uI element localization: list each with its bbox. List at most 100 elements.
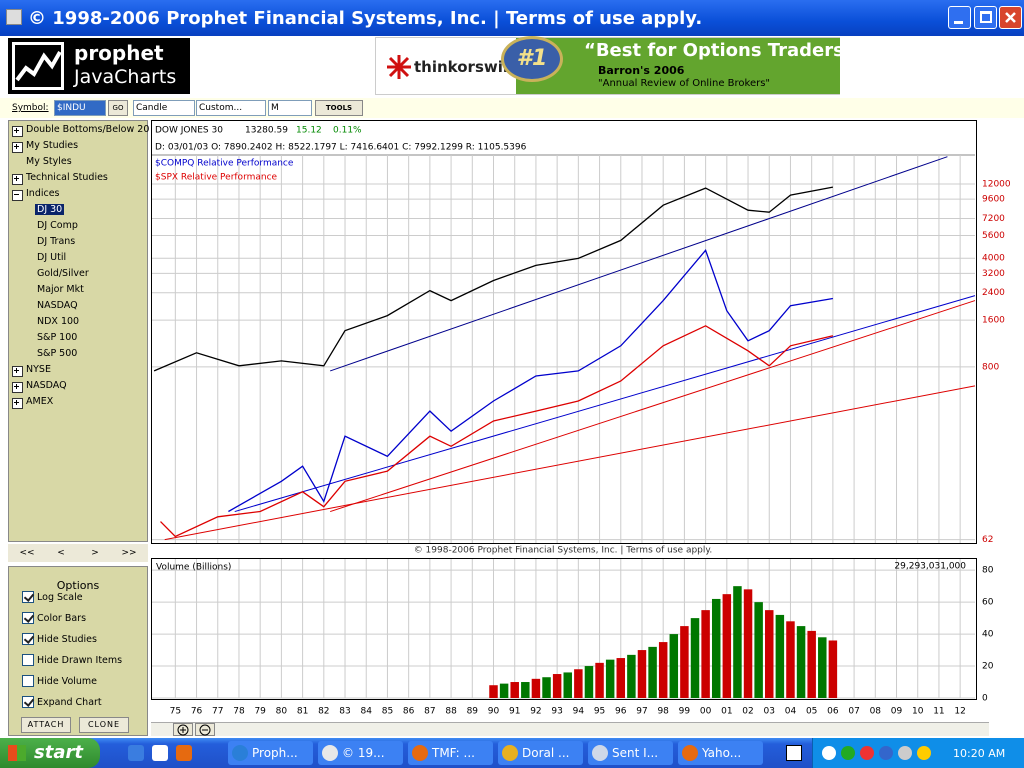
taskbar-item[interactable]: Doral ... xyxy=(498,741,583,765)
tree-label[interactable]: DJ Util xyxy=(37,252,67,263)
tree-label[interactable]: NYSE xyxy=(26,364,51,375)
tree-label[interactable]: Double Bottoms/Below 20 xyxy=(26,124,150,135)
tree-label[interactable]: AMEX xyxy=(26,396,54,407)
expander[interactable] xyxy=(12,382,23,393)
tree-item[interactable]: NASDAQ xyxy=(9,379,147,395)
ad-banner[interactable]: thinkorswim #1 “Best for Options Traders… xyxy=(375,36,856,95)
change: 15.12 xyxy=(296,126,322,136)
toolbar: Symbol: $INDU GO Candle Custom... M TOOL… xyxy=(0,98,1024,118)
taskbar-icon xyxy=(682,745,698,761)
tree-item[interactable]: My Styles xyxy=(9,155,147,171)
x-tick-label: 85 xyxy=(382,707,393,717)
tree-item[interactable]: DJ Comp xyxy=(9,219,147,235)
checkbox[interactable] xyxy=(22,696,34,708)
tree-item[interactable]: AMEX xyxy=(9,395,147,411)
period-select[interactable]: M xyxy=(268,100,312,116)
legend-entry: $SPX Relative Performance xyxy=(155,173,278,183)
quick-launch[interactable] xyxy=(128,745,144,761)
tree-item[interactable]: DJ Util xyxy=(9,251,147,267)
chart-name: DOW JONES 30 xyxy=(155,126,223,136)
checkbox[interactable] xyxy=(22,591,34,603)
tree-label[interactable]: Major Mkt xyxy=(37,284,84,295)
maximize[interactable] xyxy=(974,6,997,29)
tree-item[interactable]: Double Bottoms/Below 20 xyxy=(9,123,149,139)
taskbar-item[interactable]: Sent I... xyxy=(588,741,673,765)
tree-label[interactable]: My Styles xyxy=(26,156,72,167)
taskbar-icon xyxy=(502,745,518,761)
scrollbar[interactable] xyxy=(151,722,989,736)
volume-bar xyxy=(796,626,806,698)
y-tick-label: 20 xyxy=(982,662,994,672)
chart-type-select[interactable]: Candle xyxy=(133,100,195,116)
symbol-input[interactable]: $INDU xyxy=(54,100,106,116)
tree-item[interactable]: NDX 100 xyxy=(9,315,147,331)
tree-item[interactable]: DJ 30 xyxy=(9,203,147,219)
tree-label[interactable]: DJ Trans xyxy=(37,236,76,247)
x-tick-label: 08 xyxy=(870,707,882,717)
close[interactable] xyxy=(999,6,1022,29)
tray-icon[interactable] xyxy=(841,746,855,760)
x-tick-label: 79 xyxy=(254,707,266,717)
tree-item[interactable]: NASDAQ xyxy=(9,299,147,315)
zoom-in[interactable] xyxy=(173,723,193,736)
taskbar-item[interactable]: Yaho... xyxy=(678,741,763,765)
checkbox[interactable] xyxy=(22,633,34,645)
change-pct: 0.11% xyxy=(333,126,362,136)
tree-label[interactable]: Indices xyxy=(26,188,60,199)
tray-icon[interactable] xyxy=(860,746,874,760)
volume-bar xyxy=(605,659,615,698)
expander[interactable] xyxy=(12,126,23,137)
tray-icon[interactable] xyxy=(898,746,912,760)
tree-item[interactable]: Gold/Silver xyxy=(9,267,147,283)
quick-launch[interactable] xyxy=(176,745,192,761)
tree-item[interactable]: DJ Trans xyxy=(9,235,147,251)
option-button[interactable]: CLONE xyxy=(79,717,129,733)
checkbox[interactable] xyxy=(22,654,34,666)
tree-label[interactable]: NDX 100 xyxy=(37,316,80,327)
tree-label[interactable]: S&P 100 xyxy=(37,332,78,343)
expander[interactable] xyxy=(12,174,23,185)
tree-item[interactable]: NYSE xyxy=(9,363,147,379)
checkbox[interactable] xyxy=(22,612,34,624)
minimize[interactable] xyxy=(948,6,971,29)
x-tick-label: 01 xyxy=(721,707,732,717)
tree-label[interactable]: DJ Comp xyxy=(37,220,78,231)
taskbar-item[interactable]: TMF: ... xyxy=(408,741,493,765)
tree-label[interactable]: Gold/Silver xyxy=(37,268,89,279)
tree-item[interactable]: Major Mkt xyxy=(9,283,147,299)
checkbox[interactable] xyxy=(22,675,34,687)
option-button[interactable]: ATTACH xyxy=(21,717,71,733)
tree-item[interactable]: S&P 500 xyxy=(9,347,147,363)
nav-button[interactable]: << xyxy=(19,548,35,558)
tree-item[interactable]: My Studies xyxy=(9,139,147,155)
expander[interactable] xyxy=(12,398,23,409)
go-button[interactable]: GO xyxy=(108,100,128,116)
taskbar-item[interactable]: Proph... xyxy=(228,741,313,765)
expander[interactable] xyxy=(12,142,23,153)
tray-icon[interactable] xyxy=(822,746,836,760)
tree-label[interactable]: S&P 500 xyxy=(37,348,78,359)
range-select[interactable]: Custom... xyxy=(196,100,266,116)
expander[interactable] xyxy=(12,366,23,377)
zoom-out-icon xyxy=(199,724,211,736)
tree-item[interactable]: S&P 100 xyxy=(9,331,147,347)
tools-button[interactable]: TOOLS xyxy=(315,100,363,116)
tree-item[interactable]: Indices xyxy=(9,187,147,203)
nav-button[interactable]: > xyxy=(91,548,99,558)
nav-button[interactable]: < xyxy=(57,548,65,558)
help-icon[interactable] xyxy=(786,745,802,761)
x-tick-label: 06 xyxy=(827,707,839,717)
tree-label[interactable]: NASDAQ xyxy=(26,380,67,391)
tray-icon[interactable] xyxy=(879,746,893,760)
tree-label[interactable]: My Studies xyxy=(26,140,79,151)
nav-button[interactable]: >> xyxy=(121,548,137,558)
tree-label[interactable]: DJ 30 xyxy=(35,204,65,215)
quick-launch[interactable] xyxy=(152,745,168,761)
taskbar-item[interactable]: © 19... xyxy=(318,741,403,765)
expander[interactable] xyxy=(12,190,23,201)
tree-item[interactable]: Technical Studies xyxy=(9,171,147,187)
zoom-out[interactable] xyxy=(195,723,215,736)
tree-label[interactable]: NASDAQ xyxy=(37,300,78,311)
tray-icon[interactable] xyxy=(917,746,931,760)
tree-label[interactable]: Technical Studies xyxy=(26,172,108,183)
